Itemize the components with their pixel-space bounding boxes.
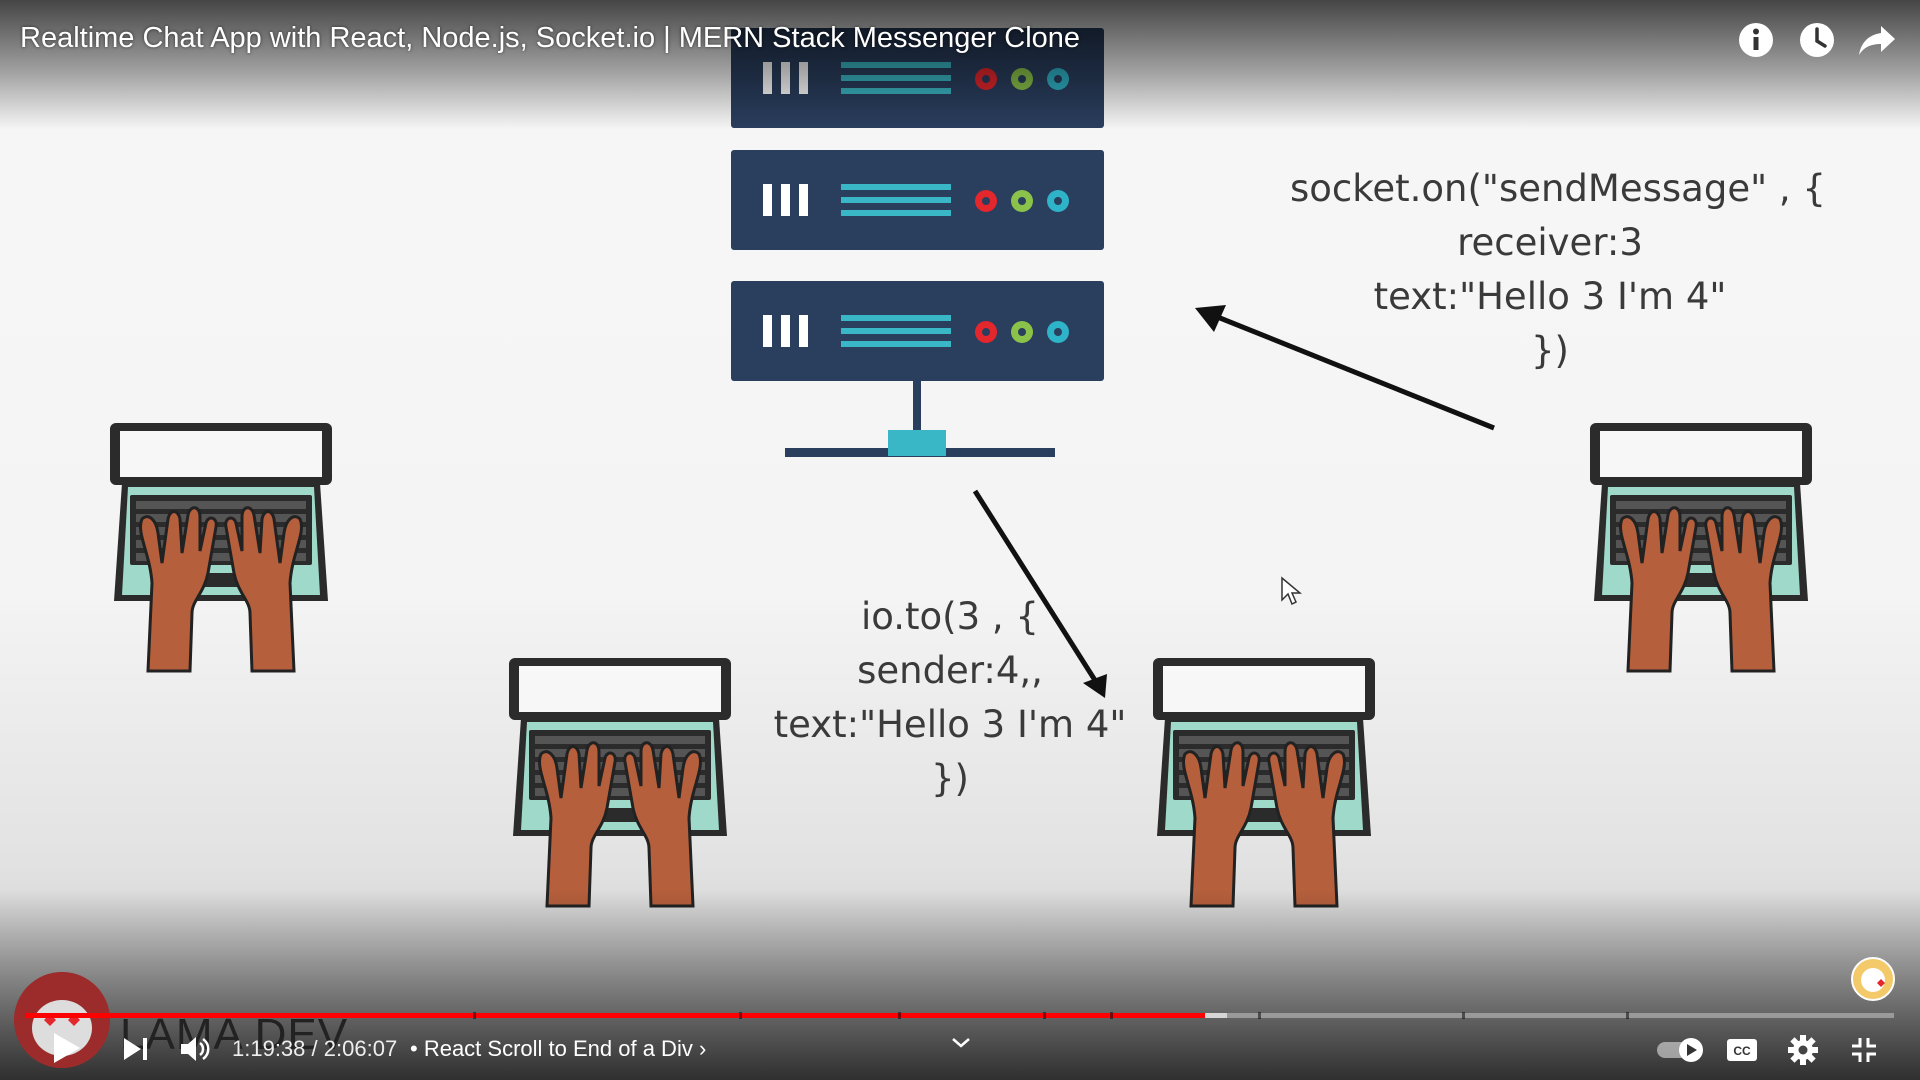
progress-bar[interactable] bbox=[26, 1010, 1894, 1020]
bottom-gradient bbox=[0, 890, 1920, 1080]
code-line: receiver:3 bbox=[1457, 221, 1643, 264]
code-line: text:"Hello 3 I'm 4" bbox=[773, 703, 1127, 746]
chapter-gap bbox=[1110, 1012, 1113, 1019]
code-line: socket.on("sendMessage" , { bbox=[1290, 167, 1826, 210]
time-current: 1:19:38 bbox=[232, 1036, 306, 1061]
exit-fullscreen-icon[interactable] bbox=[1850, 1036, 1878, 1064]
time-separator: / bbox=[311, 1036, 318, 1061]
top-gradient bbox=[0, 0, 1920, 130]
captions-icon[interactable]: CC bbox=[1726, 1038, 1758, 1062]
autoplay-toggle[interactable] bbox=[1655, 1036, 1707, 1064]
chapter-gap bbox=[1462, 1012, 1465, 1019]
channel-watermark-text: LAMA DEV bbox=[120, 1010, 349, 1059]
play-icon[interactable] bbox=[50, 1030, 84, 1066]
settings-icon[interactable] bbox=[1787, 1034, 1819, 1066]
code-line: io.to(3 , { bbox=[861, 595, 1039, 638]
svg-text:CC: CC bbox=[1733, 1044, 1751, 1058]
chevron-down-icon[interactable] bbox=[950, 1036, 972, 1050]
server-rack bbox=[731, 28, 1104, 457]
watch-later-icon[interactable] bbox=[1797, 20, 1837, 60]
code-line: text:"Hello 3 I'm 4" bbox=[1373, 275, 1727, 318]
chapter-arrow: › bbox=[698, 1036, 707, 1061]
progress-played bbox=[26, 1013, 1205, 1018]
chapter-title-button[interactable]: • React Scroll to End of a Div › bbox=[410, 1036, 706, 1062]
chapter-gap bbox=[739, 1012, 742, 1019]
code-line: }) bbox=[1531, 329, 1569, 372]
laptop-client-2 bbox=[507, 658, 733, 908]
time-display: 1:19:38 / 2:06:07 bbox=[232, 1036, 397, 1062]
chapter-title: React Scroll to End of a Div bbox=[423, 1036, 693, 1061]
time-total: 2:06:07 bbox=[323, 1036, 398, 1061]
laptop-client-3 bbox=[1151, 658, 1377, 908]
share-icon[interactable] bbox=[1857, 20, 1897, 60]
arrow-server-to-client bbox=[972, 489, 1107, 698]
next-icon[interactable] bbox=[121, 1035, 151, 1063]
info-icon[interactable] bbox=[1736, 20, 1776, 60]
arrow-client-to-server bbox=[1195, 305, 1495, 431]
video-title[interactable]: Realtime Chat App with React, Node.js, S… bbox=[20, 22, 1081, 54]
channel-watermark-icon[interactable] bbox=[1850, 956, 1896, 1002]
volume-icon[interactable] bbox=[178, 1034, 212, 1064]
server-code-block: io.to(3 , { sender:4,, text:"Hello 3 I'm… bbox=[760, 590, 1140, 806]
laptop-client-4 bbox=[1588, 423, 1814, 673]
chapter-gap bbox=[473, 1012, 476, 1019]
laptop-client-1 bbox=[108, 423, 334, 673]
chapter-gap bbox=[1043, 1012, 1046, 1019]
chapter-gap bbox=[1626, 1012, 1629, 1019]
chapter-gap bbox=[1258, 1012, 1261, 1019]
code-line: }) bbox=[931, 757, 969, 800]
mouse-cursor-icon bbox=[1281, 576, 1302, 606]
code-line: sender:4,, bbox=[857, 649, 1043, 692]
chapter-gap bbox=[898, 1012, 901, 1019]
emit-code-block: socket.on("sendMessage" , { receiver:3 t… bbox=[1290, 162, 1826, 378]
chapter-bullet: • bbox=[410, 1036, 418, 1061]
